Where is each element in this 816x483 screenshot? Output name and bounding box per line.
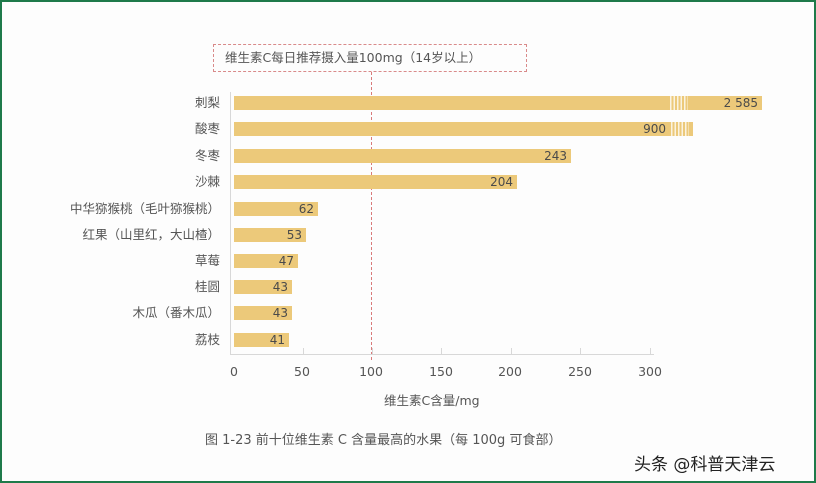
category-label: 中华猕猴桃（毛叶猕猴桃） — [69, 201, 220, 216]
category-label: 红果（山里红，大山楂） — [82, 227, 220, 242]
x-tick-label: 300 — [638, 364, 662, 379]
category-label: 冬枣 — [194, 148, 220, 163]
category-label: 酸枣 — [194, 121, 220, 136]
x-tick — [580, 348, 581, 354]
bar-row: 红果（山里红，大山楂） 53 — [2, 227, 814, 243]
category-label: 沙棘 — [194, 174, 220, 189]
category-label: 刺梨 — [194, 95, 220, 110]
x-tick-label: 150 — [429, 364, 453, 379]
x-tick-label: 100 — [359, 364, 383, 379]
bar: 900 — [234, 122, 693, 136]
watermark: 头条 @科普天津云 — [634, 455, 776, 475]
x-tick — [511, 348, 512, 354]
value-label: 53 — [286, 228, 302, 242]
value-label: 243 — [544, 149, 567, 163]
bar-row: 木瓜（番木瓜） 43 — [2, 305, 814, 321]
bar: 41 — [234, 333, 289, 347]
x-tick-label: 50 — [294, 364, 310, 379]
bar-row: 刺梨 2 585 — [2, 95, 814, 111]
bar: 53 — [234, 228, 306, 242]
reference-annotation: 维生素C每日推荐摄入量100mg（14岁以上） — [213, 44, 527, 72]
bar: 43 — [234, 280, 292, 294]
value-label: 900 — [643, 122, 666, 136]
value-label: 43 — [272, 280, 288, 294]
x-tick — [441, 348, 442, 354]
reference-line-100mg — [371, 72, 372, 360]
y-axis — [230, 92, 231, 354]
bar-row: 沙棘 204 — [2, 174, 814, 190]
category-label: 桂圆 — [194, 279, 220, 294]
category-label: 荔枝 — [194, 332, 220, 347]
value-label: 62 — [298, 202, 314, 216]
bar-row: 草莓 47 — [2, 253, 814, 269]
bar: 243 — [234, 149, 571, 163]
x-tick — [650, 348, 651, 354]
bar-row: 桂圆 43 — [2, 279, 814, 295]
axis-break-marker — [668, 96, 688, 110]
x-axis — [230, 354, 654, 355]
bar: 47 — [234, 254, 298, 268]
figure-caption: 图 1-23 前十位维生素 C 含量最高的水果（每 100g 可食部） — [205, 433, 562, 448]
x-tick — [303, 348, 304, 354]
value-label: 41 — [269, 333, 285, 347]
bar-row: 荔枝 41 — [2, 332, 814, 348]
value-label: 2 585 — [723, 96, 758, 110]
x-axis-title: 维生素C含量/mg — [384, 393, 480, 408]
bar: 2 585 — [234, 96, 762, 110]
bar-row: 冬枣 243 — [2, 148, 814, 164]
bar: 204 — [234, 175, 517, 189]
bar-row: 酸枣 900 — [2, 121, 814, 137]
x-tick-label: 0 — [230, 364, 238, 379]
x-tick — [372, 348, 373, 354]
value-label: 47 — [278, 254, 294, 268]
value-label: 43 — [272, 306, 288, 320]
bar: 62 — [234, 202, 318, 216]
x-tick-label: 200 — [498, 364, 522, 379]
bar-row: 中华猕猴桃（毛叶猕猴桃） 62 — [2, 201, 814, 217]
bar: 43 — [234, 306, 292, 320]
value-label: 204 — [490, 175, 513, 189]
x-tick-label: 250 — [568, 364, 592, 379]
category-label: 木瓜（番木瓜） — [132, 305, 220, 320]
axis-break-marker — [669, 122, 689, 136]
category-label: 草莓 — [194, 253, 220, 268]
